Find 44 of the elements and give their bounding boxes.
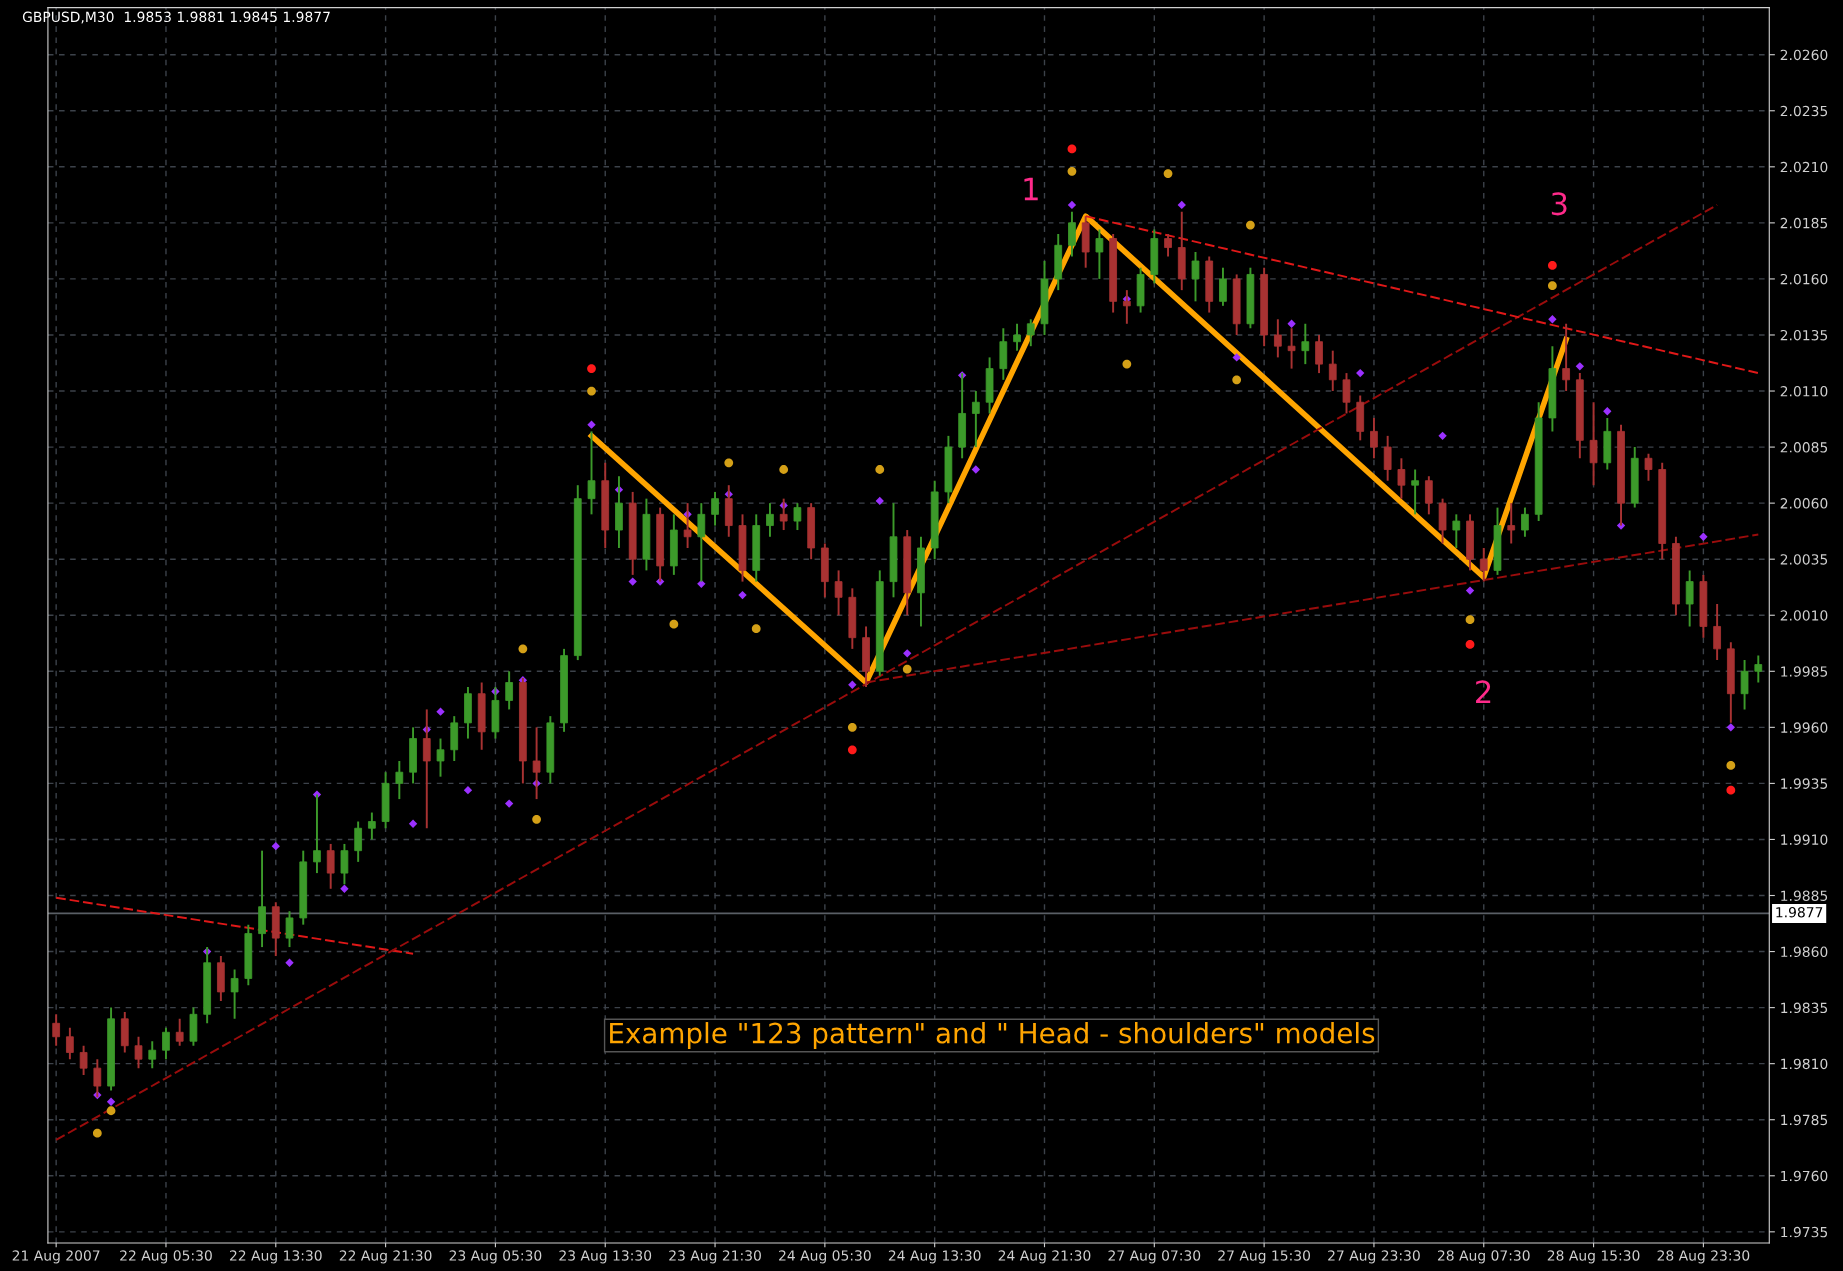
x-tick-label: 28 Aug 07:30	[1437, 1250, 1530, 1264]
x-tick-label: 23 Aug 05:30	[449, 1250, 542, 1264]
x-tick-label: 23 Aug 21:30	[669, 1250, 761, 1264]
y-tick-label: 2.0235	[1780, 105, 1828, 117]
y-tick-label: 2.0210	[1780, 161, 1828, 173]
x-tick-label: 23 Aug 13:30	[559, 1250, 652, 1264]
y-tick-label: 1.9785	[1781, 1114, 1828, 1126]
y-tick-label: 2.0085	[1780, 442, 1828, 453]
y-tick-label: 1.9960	[1781, 722, 1828, 733]
x-tick-label: 24 Aug 21:30	[998, 1250, 1091, 1264]
y-tick-label: 1.9935	[1781, 778, 1828, 789]
annotation: Example "123 pattern" and " Head - shoulders" models	[610, 1022, 1375, 1049]
y-tick-label: 2.0185	[1780, 217, 1828, 229]
x-tick-label: 21 Aug 2007	[12, 1250, 100, 1264]
y-tick-label: 2.0135	[1780, 329, 1828, 341]
y-tick-label: 2.0035	[1780, 554, 1828, 565]
y-tick-label: 2.0260	[1780, 49, 1828, 61]
y-tick-label: 1.9735	[1781, 1226, 1828, 1238]
y-tick-label: 2.0010	[1780, 610, 1828, 621]
y-tick-label: 1.9760	[1781, 1170, 1828, 1182]
x-tick-label: 22 Aug 13:30	[229, 1250, 322, 1264]
y-tick-label: 1.9910	[1781, 834, 1828, 845]
x-tick-label: 27 Aug 23:30	[1328, 1250, 1420, 1264]
x-tick-label: 27 Aug 07:30	[1108, 1250, 1201, 1264]
x-tick-label: 27 Aug 15:30	[1218, 1250, 1311, 1264]
x-tick-label: 28 Aug 15:30	[1547, 1250, 1640, 1264]
x-tick-label: 28 Aug 23:30	[1657, 1250, 1750, 1264]
x-tick-label: 24 Aug 13:30	[888, 1250, 981, 1264]
y-tick-label: 2.0110	[1780, 386, 1828, 397]
x-tick-label: 24 Aug 05:30	[779, 1250, 871, 1264]
y-tick-label: 1.9985	[1781, 666, 1828, 677]
annotation: 1	[1024, 177, 1038, 201]
y-tick-label: 2.0160	[1780, 273, 1828, 285]
y-tick-label: 1.9885	[1781, 890, 1828, 901]
annotation: GBPUSD,M30 1.9853 1.9881 1.9845 1.9877	[22, 11, 330, 24]
ref-line-label: 1.9877	[1776, 906, 1823, 918]
x-tick-label: 22 Aug 05:30	[120, 1250, 212, 1264]
y-tick-label: 1.9810	[1781, 1058, 1828, 1070]
x-tick-label: 22 Aug 21:30	[339, 1250, 432, 1264]
y-tick-label: 1.9860	[1781, 946, 1828, 958]
y-tick-label: 1.9835	[1781, 1002, 1828, 1014]
y-tick-label: 2.0060	[1780, 498, 1828, 509]
annotation: 2	[1476, 680, 1491, 703]
annotation: 3	[1551, 192, 1567, 216]
